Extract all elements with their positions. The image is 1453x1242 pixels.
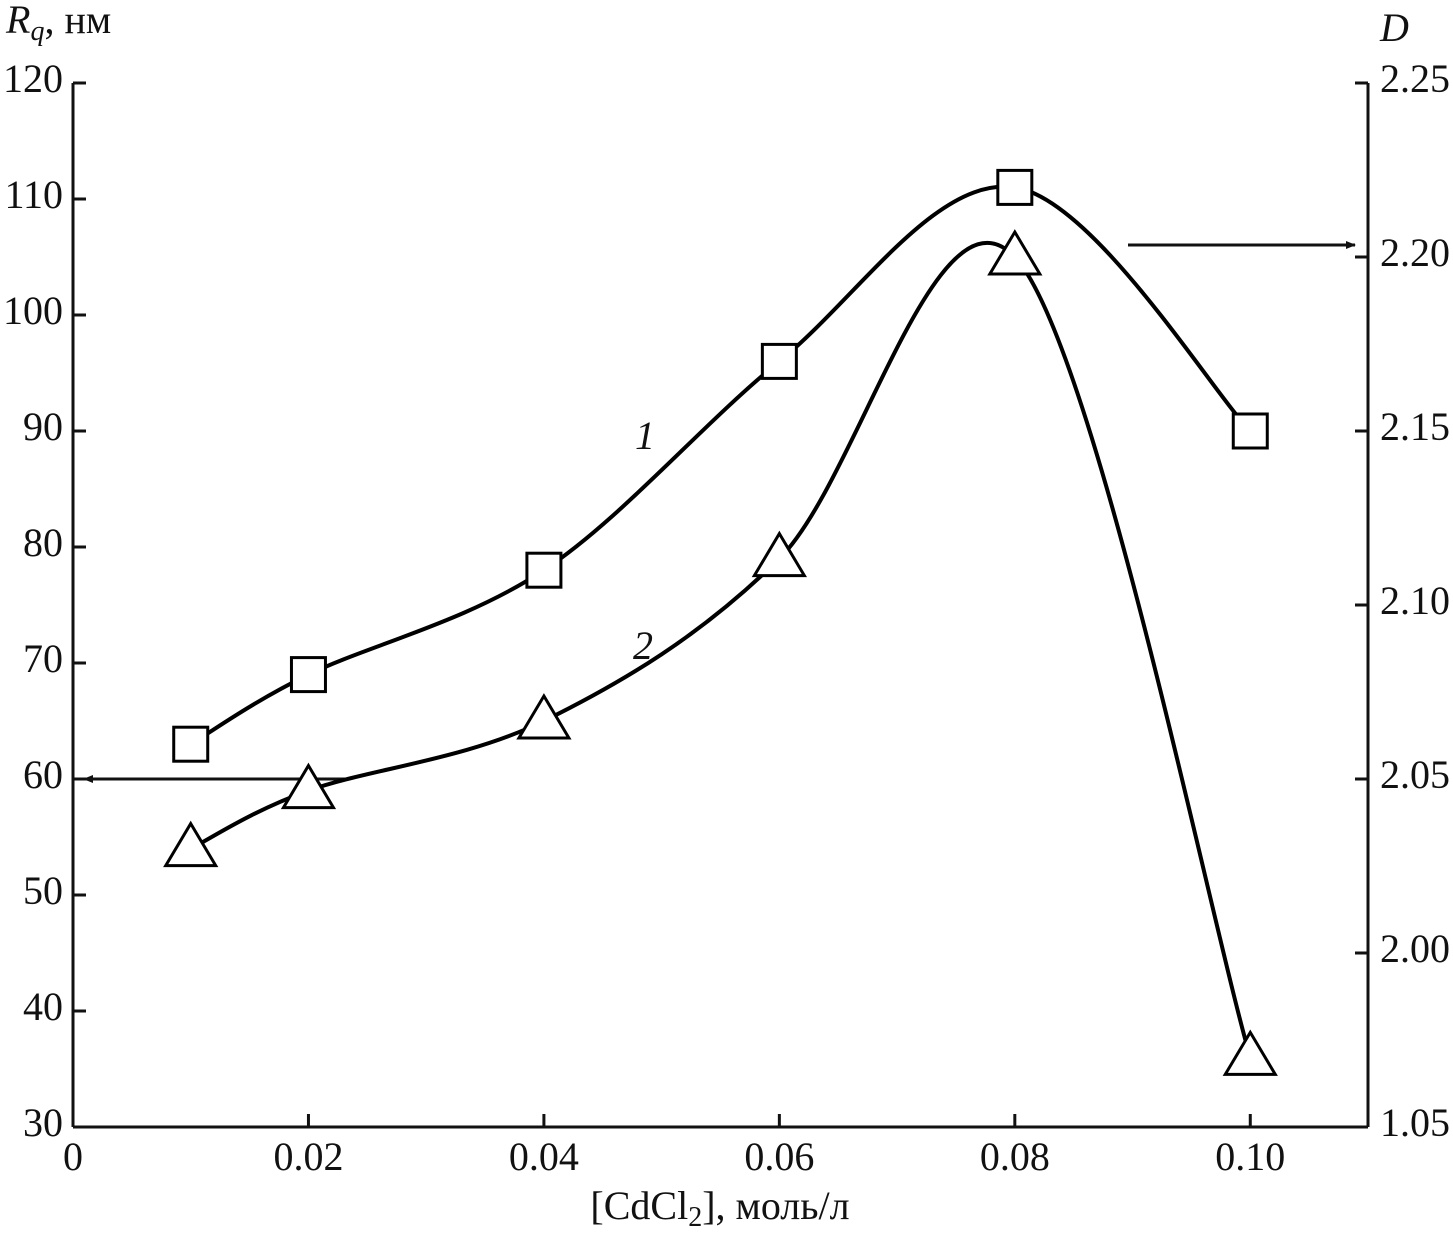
y-tick-label: 100 [3, 288, 63, 333]
series-line [189, 184, 1252, 746]
y-tick-label: 80 [23, 520, 63, 565]
y2-tick-label: 2.10 [1380, 578, 1450, 623]
y-tick-label: 40 [23, 984, 63, 1029]
y-axis-title: Rq, нм [5, 0, 111, 47]
triangle-marker [280, 762, 337, 810]
curve-label: 1 [635, 413, 655, 458]
y2-tick-label: 2.00 [1380, 926, 1450, 971]
y-tick-label: 30 [23, 1100, 63, 1145]
curve-label: 2 [633, 623, 653, 668]
y-tick-label: 120 [3, 56, 63, 101]
triangle-marker [751, 530, 808, 578]
y2-axis-title: D [1379, 5, 1409, 50]
y-tick-label: 110 [4, 172, 63, 217]
y2-tick-label: 2.15 [1380, 404, 1450, 449]
y2-tick-label: 2.05 [1380, 752, 1450, 797]
x-tick-label: 0 [63, 1134, 83, 1179]
triangle-marker [163, 820, 219, 868]
square-marker [760, 342, 798, 380]
y2-tick-label: 2.20 [1380, 230, 1450, 275]
x-tick-label: 0.04 [509, 1134, 579, 1179]
square-marker [1231, 412, 1269, 450]
triangle-marker [987, 229, 1043, 276]
y2-tick-label: 1.05 [1380, 1100, 1450, 1145]
triangle-marker [1222, 1029, 1278, 1076]
square-marker [172, 725, 210, 763]
x-tick-label: 0.06 [744, 1134, 814, 1179]
square-marker [289, 656, 327, 694]
x-tick-label: 0.02 [273, 1134, 343, 1179]
y-tick-label: 90 [23, 404, 63, 449]
y-tick-label: 50 [23, 868, 63, 913]
y2-tick-label: 2.25 [1380, 56, 1450, 101]
x-tick-label: 0.10 [1215, 1134, 1285, 1179]
square-marker [996, 168, 1034, 206]
triangle-marker [516, 693, 572, 740]
x-tick-label: 0.08 [980, 1134, 1050, 1179]
x-axis-title: [CdCl2], моль/л [590, 1183, 849, 1233]
y-tick-label: 60 [23, 752, 63, 797]
y-tick-label: 70 [23, 636, 63, 681]
series-line [189, 240, 1253, 1058]
square-marker [525, 551, 563, 589]
